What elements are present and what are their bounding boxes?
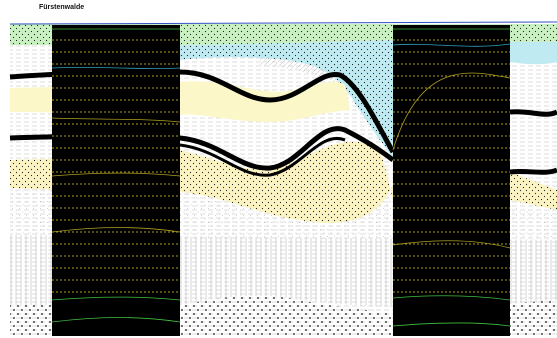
surface-line: [10, 22, 557, 24]
cross-section-view: Fürstenwalde: [0, 0, 557, 338]
panel: [52, 25, 180, 336]
panel: [393, 25, 510, 336]
cyan-layer-right: [510, 42, 557, 64]
geological-section: [0, 0, 557, 338]
